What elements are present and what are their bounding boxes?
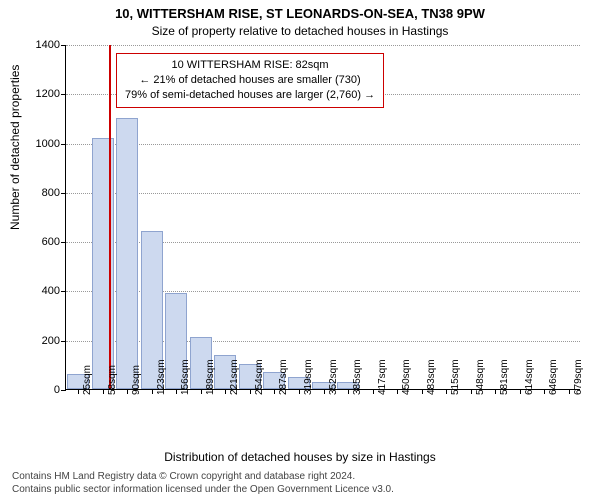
y-tick-label: 0 (54, 384, 66, 396)
grid-line (66, 45, 580, 46)
y-tick-label: 1000 (36, 138, 66, 150)
x-tick-label: 483sqm (426, 359, 437, 395)
plot-area: 020040060080010001200140025sqm58sqm90sqm… (65, 45, 580, 390)
x-tick-label: 417sqm (377, 359, 388, 395)
x-axis-label: Distribution of detached houses by size … (0, 450, 600, 464)
x-tick-mark (446, 389, 447, 394)
x-tick-mark (201, 389, 202, 394)
y-tick-label: 200 (42, 335, 66, 347)
x-tick-label: 90sqm (131, 365, 142, 395)
x-tick-label: 646sqm (548, 359, 559, 395)
x-tick-mark (495, 389, 496, 394)
x-tick-mark (250, 389, 251, 394)
footer-line-1: Contains HM Land Registry data © Crown c… (12, 470, 588, 483)
y-axis-label: Number of detached properties (8, 65, 22, 230)
info-line-3: 79% of semi-detached houses are larger (… (125, 88, 375, 103)
x-tick-label: 548sqm (475, 359, 486, 395)
info-line-2: ← 21% of detached houses are smaller (73… (125, 73, 375, 88)
grid-line (66, 144, 580, 145)
x-tick-mark (274, 389, 275, 394)
x-tick-label: 221sqm (229, 359, 240, 395)
x-tick-label: 515sqm (450, 359, 461, 395)
x-tick-label: 352sqm (328, 359, 339, 395)
x-tick-mark (78, 389, 79, 394)
x-tick-label: 287sqm (278, 359, 289, 395)
x-tick-label: 614sqm (524, 359, 535, 395)
x-tick-mark (225, 389, 226, 394)
chart-title: 10, WITTERSHAM RISE, ST LEONARDS-ON-SEA,… (0, 6, 600, 21)
y-tick-label: 800 (42, 187, 66, 199)
x-tick-label: 319sqm (303, 359, 314, 395)
x-tick-label: 189sqm (205, 359, 216, 395)
x-tick-mark (299, 389, 300, 394)
property-marker-line (109, 45, 111, 389)
x-tick-mark (324, 389, 325, 394)
y-tick-label: 600 (42, 236, 66, 248)
x-tick-label: 385sqm (352, 359, 363, 395)
x-tick-label: 679sqm (573, 359, 584, 395)
info-line-1: 10 WITTERSHAM RISE: 82sqm (125, 58, 375, 73)
x-tick-label: 254sqm (254, 359, 265, 395)
info-box: 10 WITTERSHAM RISE: 82sqm← 21% of detach… (116, 53, 384, 108)
chart-subtitle: Size of property relative to detached ho… (0, 24, 600, 38)
x-tick-mark (152, 389, 153, 394)
y-tick-label: 1200 (36, 88, 66, 100)
grid-line (66, 193, 580, 194)
x-tick-label: 25sqm (82, 365, 93, 395)
x-tick-label: 581sqm (499, 359, 510, 395)
x-tick-mark (103, 389, 104, 394)
footer-text: Contains HM Land Registry data © Crown c… (12, 470, 588, 496)
x-tick-label: 123sqm (156, 359, 167, 395)
x-tick-mark (176, 389, 177, 394)
x-tick-mark (348, 389, 349, 394)
histogram-bar (116, 118, 138, 389)
x-tick-label: 58sqm (107, 365, 118, 395)
x-tick-mark (397, 389, 398, 394)
x-tick-label: 156sqm (180, 359, 191, 395)
x-tick-mark (373, 389, 374, 394)
y-tick-label: 1400 (36, 39, 66, 51)
x-tick-mark (569, 389, 570, 394)
x-tick-mark (544, 389, 545, 394)
x-tick-mark (422, 389, 423, 394)
x-tick-label: 450sqm (401, 359, 412, 395)
x-tick-mark (127, 389, 128, 394)
y-tick-label: 400 (42, 285, 66, 297)
footer-line-2: Contains public sector information licen… (12, 483, 588, 496)
x-tick-mark (471, 389, 472, 394)
x-tick-mark (520, 389, 521, 394)
